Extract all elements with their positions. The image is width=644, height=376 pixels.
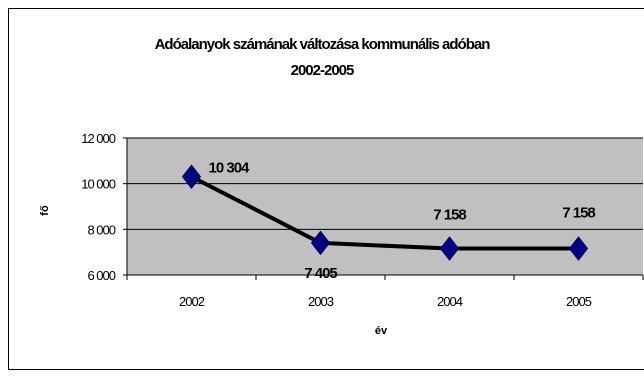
x-tick-label: 2002 xyxy=(179,294,205,309)
series xyxy=(181,164,589,261)
chart-subtitle: 2002-2005 xyxy=(290,62,355,79)
gridlines xyxy=(127,137,643,230)
tick-labels: 6 000 8 000 10 000 12 000 2002 2003 2004 2005 xyxy=(81,131,592,309)
axes xyxy=(123,137,644,280)
y-tick-label: 12 000 xyxy=(81,131,116,146)
data-point xyxy=(181,164,202,190)
data-point xyxy=(568,236,589,261)
series-line xyxy=(190,174,579,251)
x-tick-label: 2005 xyxy=(566,294,592,309)
data-label: 7 158 xyxy=(562,205,595,222)
y-tick-label: 8 000 xyxy=(87,222,115,237)
y-tick-label: 6 000 xyxy=(87,268,115,283)
data-label: 7 405 xyxy=(304,265,337,282)
data-point xyxy=(310,230,331,256)
data-labels: 10 304 7 405 7 158 7 158 xyxy=(209,160,597,282)
x-axis-label: év xyxy=(375,325,388,337)
data-label: 7 158 xyxy=(433,207,466,224)
plot-area xyxy=(127,138,643,275)
y-tick-label: 10 000 xyxy=(81,177,116,192)
x-tick-label: 2003 xyxy=(308,294,334,309)
data-point xyxy=(439,236,460,261)
chart-title: Adóalanyok számának változása kommunális… xyxy=(154,36,491,53)
data-label: 10 304 xyxy=(209,160,251,177)
x-tick-label: 2004 xyxy=(437,294,463,309)
y-axis-label: fő xyxy=(39,205,51,216)
